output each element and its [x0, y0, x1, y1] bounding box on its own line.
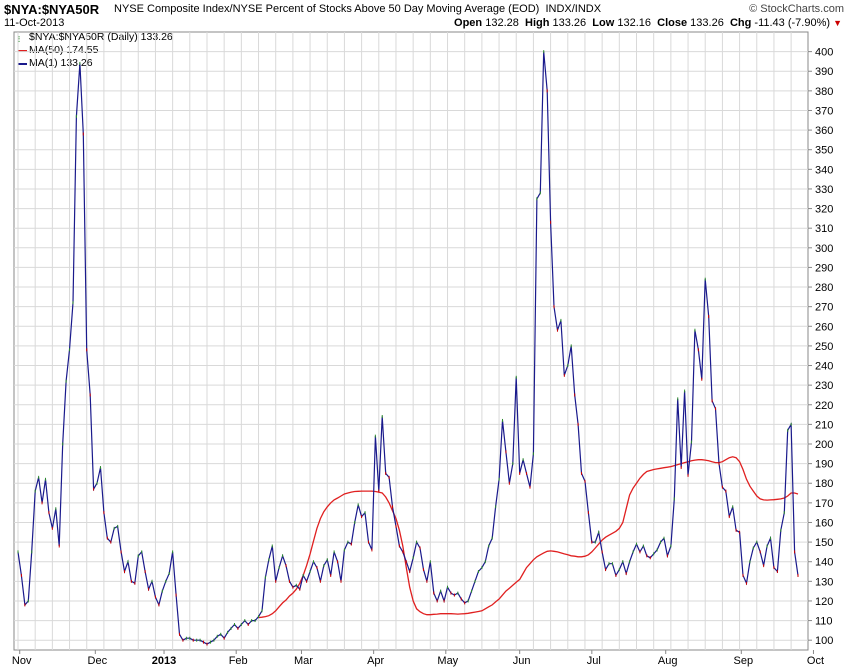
y-tick-label: 240	[815, 361, 833, 373]
down-arrow-icon: ▼	[833, 18, 842, 28]
y-tick-label: 190	[815, 459, 833, 471]
price-bars-icon: ⫶	[18, 35, 20, 44]
high-value: 133.26	[552, 17, 587, 29]
y-tick-label: 120	[815, 596, 833, 608]
legend-item-ma50: MA(50) 174.55	[18, 44, 173, 57]
x-tick-label: Dec	[88, 655, 108, 667]
y-tick-label: 260	[815, 321, 833, 333]
low-value: 132.16	[617, 17, 652, 29]
y-tick-label: 280	[815, 282, 833, 294]
y-tick-label: 210	[815, 419, 833, 431]
x-tick-label: Oct	[807, 655, 824, 667]
chart-description: NYSE Composite Index/NYSE Percent of Sto…	[114, 3, 601, 15]
price-series-line	[17, 51, 799, 645]
chg-label: Chg	[729, 17, 752, 29]
x-tick-label: Jul	[587, 655, 601, 667]
open-label: Open	[454, 17, 483, 29]
y-tick-label: 270	[815, 302, 833, 314]
y-tick-label: 110	[815, 616, 833, 628]
y-tick-label: 200	[815, 439, 833, 451]
x-tick-label: Jun	[513, 655, 531, 667]
y-tick-label: 290	[815, 262, 833, 274]
chart-legend: ⫶ $NYA:$NYA50R (Daily) 133.26 MA(50) 174…	[18, 31, 173, 70]
x-tick-label: Nov	[12, 655, 32, 667]
y-tick-label: 160	[815, 517, 833, 529]
high-label: High	[525, 17, 550, 29]
plot-frame	[13, 31, 809, 651]
x-tick-label: Sep	[734, 655, 754, 667]
y-tick-label: 330	[815, 184, 833, 196]
close-label: Close	[657, 17, 688, 29]
open-value: 132.28	[485, 17, 519, 29]
y-tick-label: 380	[815, 86, 833, 98]
y-tick-label: 310	[815, 223, 833, 235]
chart-header: $NYA:$NYA50R NYSE Composite Index/NYSE P…	[4, 2, 846, 30]
ma50-series-line	[258, 456, 799, 619]
y-tick-label: 230	[815, 380, 833, 392]
y-tick-label: 390	[815, 66, 833, 78]
legend-item-main: ⫶ $NYA:$NYA50R (Daily) 133.26	[18, 31, 173, 44]
brand-logo[interactable]: © StockCharts.com	[749, 3, 844, 15]
x-tick-label: Mar	[294, 655, 313, 667]
y-tick-label: 100	[815, 635, 833, 647]
close-value: 133.26	[690, 17, 724, 29]
y-tick-label: 180	[815, 478, 833, 490]
exchange-text: INDX/INDX	[545, 3, 602, 15]
y-tick-label: 140	[815, 557, 833, 569]
chg-value: -11.43 (-7.90%)	[754, 17, 831, 29]
y-tick-label: 150	[815, 537, 833, 549]
chart-date: 11-Oct-2013	[4, 17, 65, 29]
x-tick-label: 2013	[152, 655, 176, 667]
ma50-swatch	[18, 50, 27, 52]
y-tick-label: 220	[815, 400, 833, 412]
y-tick-label: 320	[815, 204, 833, 216]
chart-symbol: $NYA:$NYA50R	[4, 2, 100, 17]
quote-strip: Open 132.28 High 133.26 Low 132.16 Close…	[454, 17, 842, 29]
description-text: NYSE Composite Index/NYSE Percent of Sto…	[114, 3, 540, 15]
legend-ma1-label: MA(1) 133.26	[29, 57, 93, 69]
y-tick-label: 340	[815, 164, 833, 176]
y-tick-label: 250	[815, 341, 833, 353]
y-tick-label: 130	[815, 576, 833, 588]
y-tick-label: 360	[815, 125, 833, 137]
legend-item-ma1: MA(1) 133.26	[18, 57, 173, 70]
y-tick-label: 170	[815, 498, 833, 510]
x-tick-label: Aug	[658, 655, 678, 667]
y-tick-label: 350	[815, 145, 833, 157]
legend-ma50-label: MA(50) 174.55	[29, 44, 99, 56]
x-tick-label: Feb	[229, 655, 248, 667]
legend-main-label: $NYA:$NYA50R (Daily) 133.26	[29, 31, 173, 43]
x-tick-label: May	[437, 655, 458, 667]
y-tick-label: 370	[815, 105, 833, 117]
y-tick-label: 300	[815, 243, 833, 255]
ma1-swatch	[18, 63, 27, 65]
low-label: Low	[592, 17, 615, 29]
x-tick-label: Apr	[367, 655, 384, 667]
y-tick-label: 400	[815, 47, 833, 59]
